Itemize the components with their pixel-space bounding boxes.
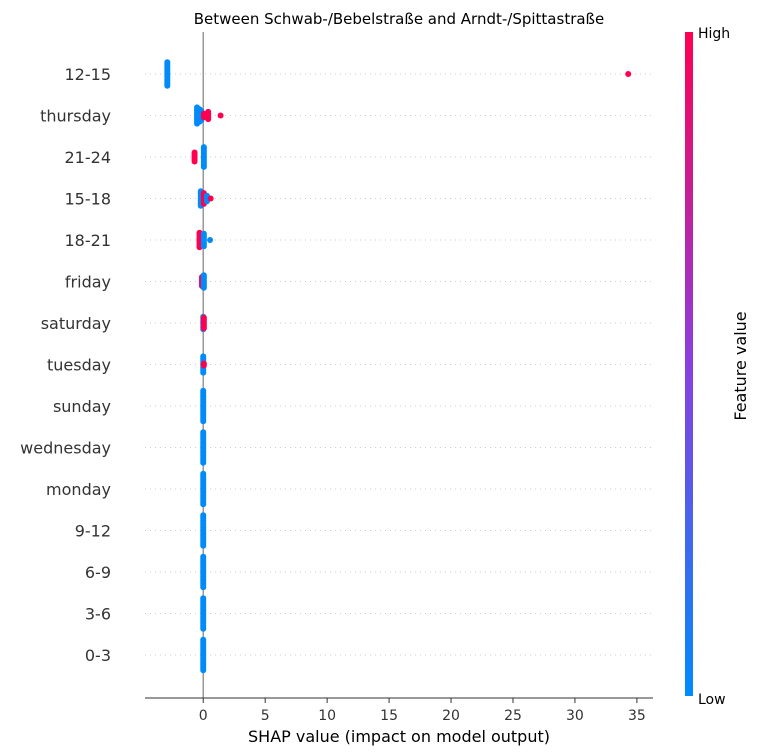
feature-labels: 12-15 thursday 21-24 15-18 18-21 friday saturd…	[20, 65, 111, 665]
shap-point	[200, 418, 207, 425]
x-tick-label: 5	[261, 708, 270, 724]
feature-label: 15-18	[65, 190, 112, 209]
shap-point	[207, 237, 214, 243]
shap-points	[164, 32, 632, 698]
shap-point	[200, 369, 207, 376]
x-axis-label: SHAP value (impact on model output)	[248, 727, 550, 746]
shap-point	[200, 362, 207, 369]
colorbar-low-label: Low	[698, 692, 726, 708]
feature-label: wednesday	[20, 439, 111, 458]
colorbar-high-label: High	[698, 26, 730, 42]
x-tick-label: 30	[566, 708, 584, 724]
feature-label: saturday	[41, 314, 111, 333]
feature-label: sunday	[53, 397, 111, 416]
x-tick-label: 20	[442, 708, 460, 724]
x-tick-label: 35	[628, 708, 646, 724]
shap-point	[200, 501, 207, 508]
x-tick-label: 15	[380, 708, 398, 724]
x-tick-label: 25	[504, 708, 522, 724]
grid-lines	[145, 73, 653, 656]
chart-title: Between Schwab-/Bebelstraße and Arndt-/S…	[194, 10, 605, 28]
feature-label: friday	[65, 273, 111, 292]
feature-label: 0-3	[85, 646, 111, 665]
x-tick-label: 10	[318, 708, 336, 724]
x-axis-ticks: 0 5 10 15 20 25 30 35	[199, 698, 646, 724]
feature-label: 12-15	[65, 65, 112, 84]
shap-point	[200, 625, 207, 632]
shap-point	[191, 158, 198, 165]
colorbar-title: Feature value	[731, 311, 750, 420]
feature-label: 21-24	[65, 148, 112, 167]
shap-point	[200, 325, 207, 332]
shap-point	[200, 584, 207, 591]
feature-label: 3-6	[85, 605, 111, 624]
colorbar	[685, 32, 693, 696]
feature-label: monday	[46, 480, 111, 499]
shap-point	[200, 542, 207, 549]
x-tick-label: 0	[199, 708, 208, 724]
shap-point	[205, 116, 212, 123]
feature-label: 6-9	[85, 563, 111, 582]
feature-label: tuesday	[47, 356, 111, 375]
shap-point	[200, 459, 207, 466]
shap-point	[207, 195, 214, 202]
shap-point	[200, 243, 207, 250]
feature-label: 9-12	[75, 522, 111, 541]
shap-point	[217, 112, 224, 119]
shap-point	[200, 163, 207, 170]
feature-label: 18-21	[65, 231, 112, 250]
shap-point	[625, 71, 632, 77]
shap-point	[164, 82, 171, 89]
shap-point	[200, 284, 207, 291]
shap-point	[200, 667, 207, 674]
feature-label: thursday	[40, 107, 111, 126]
